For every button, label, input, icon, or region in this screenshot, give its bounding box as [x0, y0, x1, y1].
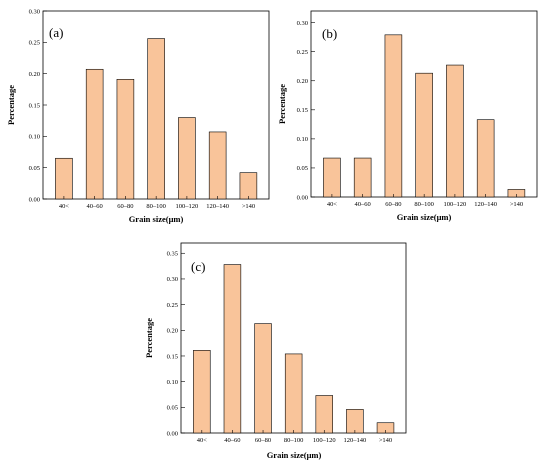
y-tick-label: 0.00	[297, 194, 308, 201]
x-axis: 40< 40–60 60–80 80–100 100–120 120–140 >140	[327, 194, 523, 208]
y-tick-label: 0.20	[297, 78, 308, 85]
panel-label: (b)	[322, 26, 337, 41]
bar	[384, 34, 403, 198]
x-tick-label: >140	[242, 203, 255, 210]
y-axis-title: Percentage	[144, 318, 154, 358]
x-axis-title: Grain size(μm)	[397, 212, 452, 222]
y-tick-label: 0.30	[29, 8, 40, 15]
y-tick-label: 0.25	[297, 49, 308, 56]
bar	[147, 38, 165, 200]
bar	[284, 353, 303, 434]
bar	[254, 323, 272, 434]
x-tick-label: 40<	[327, 201, 338, 208]
bar	[178, 117, 196, 200]
chart-panel-c: (c) Grain size(μm) Percentage 0.000.050.…	[144, 242, 407, 460]
panel-label: (a)	[49, 25, 63, 40]
chart-panel-a: (a) Grain size(μm) Percentage 0.000.050.…	[6, 8, 270, 224]
bar-series	[193, 264, 395, 434]
x-tick-label: 120–140	[474, 201, 497, 208]
bar	[415, 72, 433, 198]
x-tick-label: 60–80	[117, 203, 133, 210]
y-tick-label: 0.05	[167, 405, 178, 412]
y-tick-label: 0.05	[29, 165, 40, 172]
x-axis: 40< 40–60 60–80 80–100 100–120 120–140 >140	[59, 196, 255, 210]
bar	[116, 79, 135, 200]
x-tick-label: 40<	[197, 437, 208, 444]
x-tick-label: 100–120	[444, 201, 467, 208]
x-tick-label: 60–80	[385, 201, 401, 208]
y-axis: 0.00 0.05 0.10 0.15 0.20 0.25 0.30	[297, 20, 315, 201]
bar	[223, 264, 242, 434]
y-tick-label: 0.25	[167, 302, 178, 309]
y-axis: 0.00 0.05 0.10 0.15 0.20 0.25 0.30 0.35	[167, 251, 185, 437]
y-tick-label: 0.15	[167, 353, 178, 360]
bar-series	[55, 38, 258, 200]
y-tick-label: 0.30	[167, 276, 178, 283]
x-tick-label: 80–100	[414, 201, 434, 208]
x-tick-label: 100–120	[176, 203, 199, 210]
bar	[323, 157, 341, 198]
x-tick-label: 80–100	[146, 203, 166, 210]
y-tick-label: 0.05	[297, 165, 308, 172]
bar	[353, 157, 372, 198]
panel-label: (c)	[191, 259, 205, 274]
y-tick-label: 0.30	[297, 20, 308, 27]
y-tick-label: 0.10	[167, 379, 178, 386]
chart-panel-b: (b) Grain size(μm) Percentage 0.000.050.…	[277, 10, 538, 222]
bar	[346, 409, 364, 434]
y-tick-label: 0.00	[167, 430, 178, 437]
x-tick-label: 100–120	[313, 437, 336, 444]
y-tick-label: 0.20	[167, 328, 178, 335]
bar	[446, 64, 464, 198]
y-axis-title: Percentage	[6, 85, 16, 125]
y-tick-label: 0.10	[297, 136, 308, 143]
bar	[208, 131, 227, 200]
bar	[55, 157, 73, 200]
x-tick-label: 60–80	[255, 437, 271, 444]
y-tick-label: 0.15	[29, 102, 40, 109]
bar	[476, 119, 495, 198]
x-tick-label: 120–140	[344, 437, 367, 444]
y-tick-label: 0.25	[29, 40, 40, 47]
bar	[85, 68, 104, 200]
y-axis: 0.00 0.05 0.10 0.15 0.20 0.25 0.30	[29, 8, 47, 203]
x-tick-label: 120–140	[206, 203, 229, 210]
x-tick-label: >140	[510, 201, 523, 208]
y-tick-label: 0.20	[29, 71, 40, 78]
x-tick-label: 40–60	[355, 201, 371, 208]
x-tick-label: >140	[379, 437, 392, 444]
y-axis-title: Percentage	[277, 84, 287, 124]
x-tick-label: 80–100	[284, 437, 304, 444]
x-axis-title: Grain size(μm)	[129, 214, 184, 224]
x-axis-title: Grain size(μm)	[267, 450, 322, 460]
y-tick-label: 0.00	[29, 196, 40, 203]
y-tick-label: 0.15	[297, 107, 308, 114]
x-tick-label: 40<	[59, 203, 70, 210]
y-tick-label: 0.35	[167, 251, 178, 258]
bar-series	[323, 34, 526, 198]
bar	[193, 350, 211, 434]
x-axis: 40< 40–60 60–80 80–100 100–120 120–140 >140	[197, 430, 392, 444]
x-tick-label: 40–60	[87, 203, 103, 210]
bar	[315, 395, 333, 434]
bar	[239, 172, 258, 200]
x-tick-label: 40–60	[224, 437, 240, 444]
y-tick-label: 0.10	[29, 134, 40, 141]
